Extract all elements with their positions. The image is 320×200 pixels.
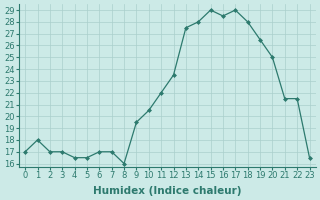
- X-axis label: Humidex (Indice chaleur): Humidex (Indice chaleur): [93, 186, 242, 196]
